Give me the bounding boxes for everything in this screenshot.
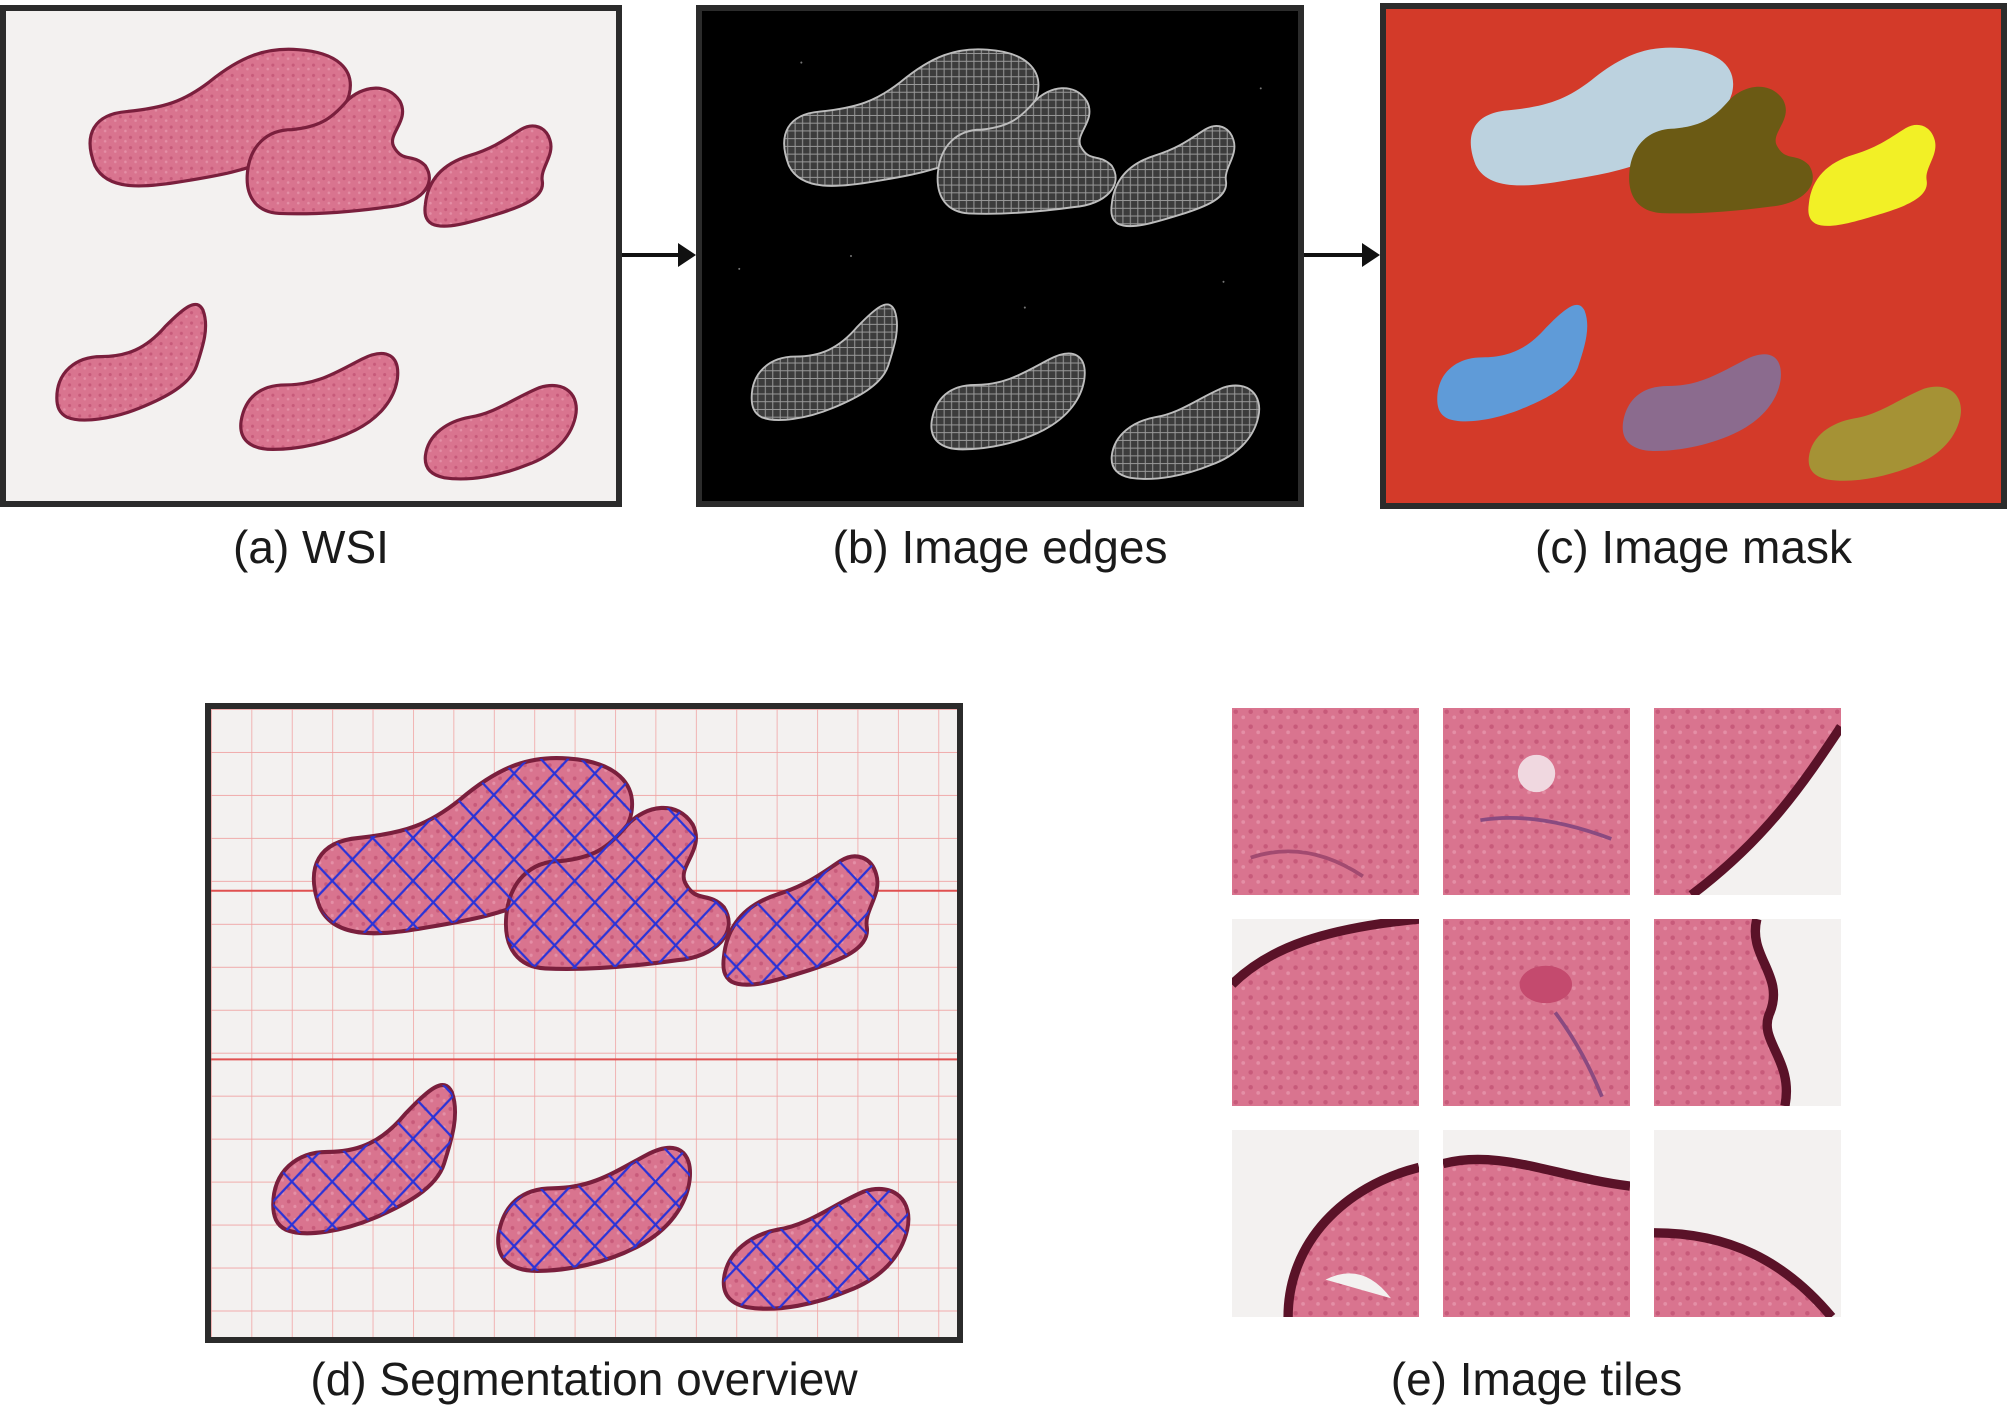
caption-a: (a) WSI (233, 521, 389, 573)
panel-a-wsi (0, 5, 622, 507)
image-tile (1443, 1130, 1630, 1317)
panel-e-tiles (1232, 708, 1841, 1325)
arrow-right-icon (622, 243, 696, 267)
edges-image (702, 11, 1298, 501)
panel-c-mask (1380, 3, 2007, 509)
mask-image (1386, 9, 2001, 503)
arrow-right-icon (1304, 243, 1380, 267)
image-tile (1654, 1130, 1841, 1317)
image-tile (1443, 919, 1630, 1106)
image-tile (1232, 1130, 1419, 1317)
caption-e: (e) Image tiles (1390, 1353, 1683, 1405)
caption-d: (d) Segmentation overview (310, 1353, 858, 1405)
segmentation-image (211, 709, 957, 1337)
panel-b-edges (696, 5, 1304, 507)
panel-d-segmentation (205, 703, 963, 1343)
image-tile (1654, 708, 1841, 895)
caption-b: (b) Image edges (832, 521, 1168, 573)
image-tile (1232, 919, 1419, 1106)
caption-c: (c) Image mask (1535, 521, 1852, 573)
image-tile (1443, 708, 1630, 895)
wsi-image (6, 11, 616, 501)
image-tile (1654, 919, 1841, 1106)
image-tile (1232, 708, 1419, 895)
